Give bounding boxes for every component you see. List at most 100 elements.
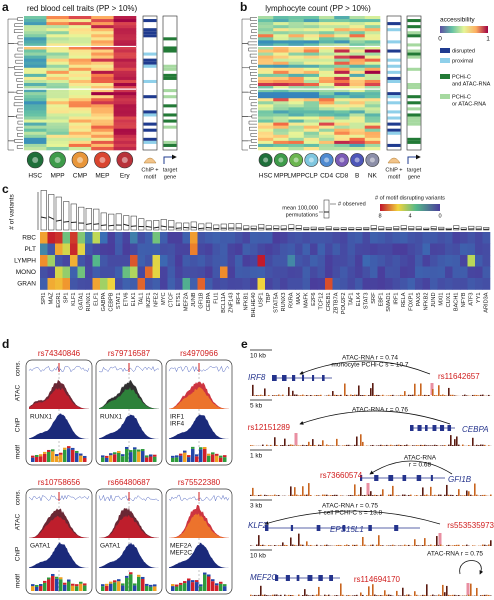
cell-label: MPP	[274, 173, 288, 180]
heatmap-cell	[288, 58, 305, 62]
heatmap-cell	[364, 73, 381, 78]
motif-letter	[211, 454, 215, 462]
atac-peak	[482, 494, 484, 496]
dendrogram	[16, 90, 23, 94]
heatmap-cell	[288, 86, 305, 90]
atac-peak	[362, 495, 364, 496]
heatmap-cell	[175, 232, 183, 244]
panel-label: b	[240, 0, 247, 14]
heatmap-cell	[422, 243, 431, 256]
variant-bar	[130, 215, 137, 231]
motif-letter	[55, 454, 59, 457]
atac-peak	[278, 495, 280, 496]
atac-peak	[340, 394, 342, 396]
atac-peak	[376, 544, 378, 546]
motif-letter	[75, 450, 79, 453]
factor-label: STAT3	[364, 293, 370, 310]
legend-tick: 1	[486, 36, 490, 43]
atac-peak	[352, 544, 354, 546]
heatmap-cell	[91, 95, 114, 99]
heatmap-cell	[303, 22, 320, 26]
heatmap-cell	[349, 143, 366, 148]
atac-peak	[414, 445, 416, 446]
heatmap-cell	[130, 243, 138, 256]
atac-peak	[410, 494, 412, 496]
motif-letter	[75, 584, 79, 587]
heatmap-cell	[273, 22, 289, 26]
atac-peak	[338, 544, 340, 546]
heatmap-cell	[355, 243, 363, 256]
heatmap-cell	[349, 128, 366, 133]
atac-peak	[304, 589, 306, 596]
heatmap-cell	[250, 243, 258, 256]
snp-label: rs11642657	[438, 372, 480, 381]
heatmap-cell	[273, 79, 289, 84]
heatmap-cell	[422, 278, 431, 290]
heatmap-cell	[325, 266, 333, 279]
atac-peak	[310, 395, 312, 396]
heatmap-cell	[303, 134, 320, 139]
heatmap-cell	[113, 83, 137, 87]
atac-peak	[382, 595, 384, 596]
motif-letter	[121, 454, 125, 457]
heatmap-cell	[319, 113, 335, 117]
atac-peak	[406, 594, 408, 596]
heatmap-cell	[319, 55, 335, 59]
heatmap-cell	[288, 61, 305, 66]
heatmap-cell	[364, 113, 381, 117]
motif-letter	[109, 583, 113, 591]
atac-peak	[402, 494, 404, 496]
heatmap-cell	[68, 43, 92, 47]
factor-label: MYC	[161, 293, 167, 305]
heatmap-cell	[303, 98, 320, 102]
variant-bar	[205, 222, 212, 231]
atac-peak	[348, 495, 350, 496]
heatmap-cell	[288, 37, 305, 41]
heatmap-cell	[258, 16, 274, 20]
heatmap-cell	[273, 140, 289, 145]
atac-peak	[254, 495, 256, 496]
annotation-stripe	[407, 137, 421, 141]
heatmap-cell	[334, 79, 350, 84]
cell-label: HSC	[28, 173, 42, 180]
annotation-stripe	[387, 128, 401, 132]
heatmap-cell	[288, 73, 305, 78]
motif-letter	[51, 451, 55, 462]
heatmap-cell	[46, 40, 70, 44]
motif-letter	[101, 586, 105, 591]
heatmap-cell	[273, 52, 289, 56]
heatmap-cell	[68, 89, 92, 93]
atac-peak	[392, 394, 394, 396]
motif-letter	[171, 457, 175, 462]
tf-label: RUNX1	[100, 414, 122, 421]
heatmap-cell	[370, 266, 378, 279]
heatmap-cell	[46, 79, 70, 84]
heatmap-cell	[258, 19, 274, 23]
heatmap-cell	[288, 70, 305, 75]
motif-letter	[59, 579, 63, 591]
atac-peak	[274, 437, 276, 446]
dendrogram	[249, 145, 257, 149]
row-label: LYMPH	[14, 257, 36, 264]
factor-label: CUX1	[446, 293, 452, 308]
heatmap-cell	[364, 31, 381, 35]
heatmap-cell	[400, 243, 408, 256]
atac-peak	[476, 494, 478, 496]
heatmap-cell	[68, 92, 92, 96]
atac-peak	[260, 545, 262, 546]
column-label: target	[163, 167, 178, 173]
heatmap-cell	[325, 278, 333, 290]
heatmap-cell	[91, 64, 114, 69]
atac-peak	[444, 494, 446, 496]
atac-peak	[438, 594, 440, 596]
heatmap-cell	[258, 95, 274, 99]
atac-peak	[366, 495, 368, 496]
motif-letter	[129, 452, 133, 462]
heatmap-cell	[303, 34, 320, 38]
heatmap-cell	[349, 73, 366, 78]
dendrogram	[241, 43, 249, 69]
heatmap-cell	[227, 243, 236, 256]
heatmap-cell	[46, 61, 70, 66]
dendrogram	[241, 67, 250, 93]
